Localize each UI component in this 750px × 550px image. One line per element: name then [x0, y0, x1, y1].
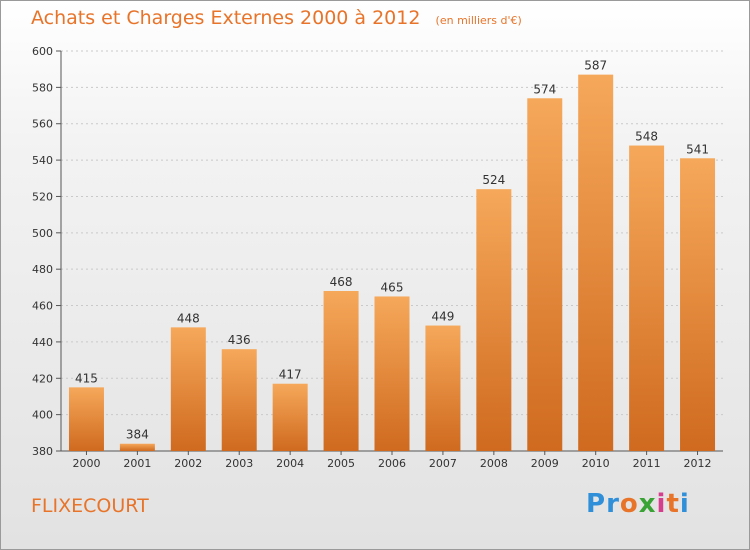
- proxiti-logo: Proxiti: [586, 489, 690, 519]
- data-labels: 415 384 448 436 417 468 465 449 524 574 587 548 541: [75, 59, 709, 442]
- x-tick-label: 2003: [225, 457, 253, 470]
- y-tick-label: 560: [32, 118, 53, 131]
- x-tick-label: 2002: [174, 457, 202, 470]
- y-tick-label: 460: [32, 300, 53, 313]
- y-tick-label: 500: [32, 227, 53, 240]
- bar: [221, 349, 257, 451]
- y-tick-label: 420: [32, 372, 53, 385]
- x-tick-labels: 2000 2001 2002 2003 2004 2005 2006 2007 2008 2009…: [72, 457, 711, 470]
- chart-title-block: Achats et Charges Externes 2000 à 2012 (…: [31, 7, 522, 29]
- data-label: 449: [431, 310, 454, 324]
- x-tick-label: 2007: [429, 457, 457, 470]
- bar: [425, 325, 461, 451]
- bar: [629, 145, 665, 451]
- data-label: 448: [177, 311, 200, 325]
- logo-letter: o: [619, 489, 639, 519]
- y-tick-label: 580: [32, 81, 53, 94]
- data-label: 548: [635, 130, 658, 144]
- bar: [323, 291, 359, 451]
- y-tick-label: 400: [32, 409, 53, 422]
- x-tick-label: 2012: [684, 457, 712, 470]
- data-label: 587: [584, 59, 607, 73]
- x-tick-label: 2011: [633, 457, 661, 470]
- data-label: 415: [75, 371, 98, 385]
- logo-letter: i: [656, 489, 667, 519]
- bar: [272, 383, 308, 451]
- data-label: 436: [228, 333, 251, 347]
- y-tick-label: 440: [32, 336, 53, 349]
- bar: [68, 387, 104, 451]
- x-tick-label: 2008: [480, 457, 508, 470]
- x-tick-label: 2005: [327, 457, 355, 470]
- x-tick-label: 2001: [123, 457, 151, 470]
- x-tick-label: 2010: [582, 457, 610, 470]
- bar: [476, 189, 512, 451]
- y-tick-label: 540: [32, 154, 53, 167]
- y-tick-labels: 380 400 420 440 460 480 500 520 540 560 580 600: [32, 45, 53, 458]
- logo-letter: i: [679, 489, 690, 519]
- data-label: 468: [330, 275, 353, 289]
- bar: [680, 158, 716, 452]
- data-label: 541: [686, 142, 709, 156]
- logo-letter: r: [606, 489, 620, 519]
- y-tick-label: 480: [32, 263, 53, 276]
- x-tick-label: 2004: [276, 457, 304, 470]
- y-tick-label: 600: [32, 45, 53, 58]
- data-label: 465: [381, 280, 404, 294]
- bar: [578, 74, 614, 452]
- bar: [374, 296, 410, 451]
- x-tick-label: 2000: [72, 457, 100, 470]
- y-tick-label: 380: [32, 445, 53, 458]
- logo-letter: t: [666, 489, 680, 519]
- y-tick-label: 520: [32, 190, 53, 203]
- data-label: 524: [482, 173, 505, 187]
- bars: [68, 74, 716, 452]
- logo-letter: x: [638, 489, 657, 519]
- data-label: 384: [126, 428, 149, 442]
- x-tick-label: 2009: [531, 457, 559, 470]
- logo-letter: P: [586, 489, 607, 519]
- unit-note: (en milliers d'€): [435, 14, 522, 27]
- bar: [527, 98, 563, 451]
- data-label: 417: [279, 368, 302, 382]
- x-tick-label: 2006: [378, 457, 406, 470]
- data-label: 574: [533, 82, 556, 96]
- bar: [170, 327, 206, 451]
- bar: [119, 443, 155, 451]
- chart-title: Achats et Charges Externes 2000 à 2012: [31, 7, 421, 29]
- commune-name: FLIXECOURT: [31, 495, 149, 517]
